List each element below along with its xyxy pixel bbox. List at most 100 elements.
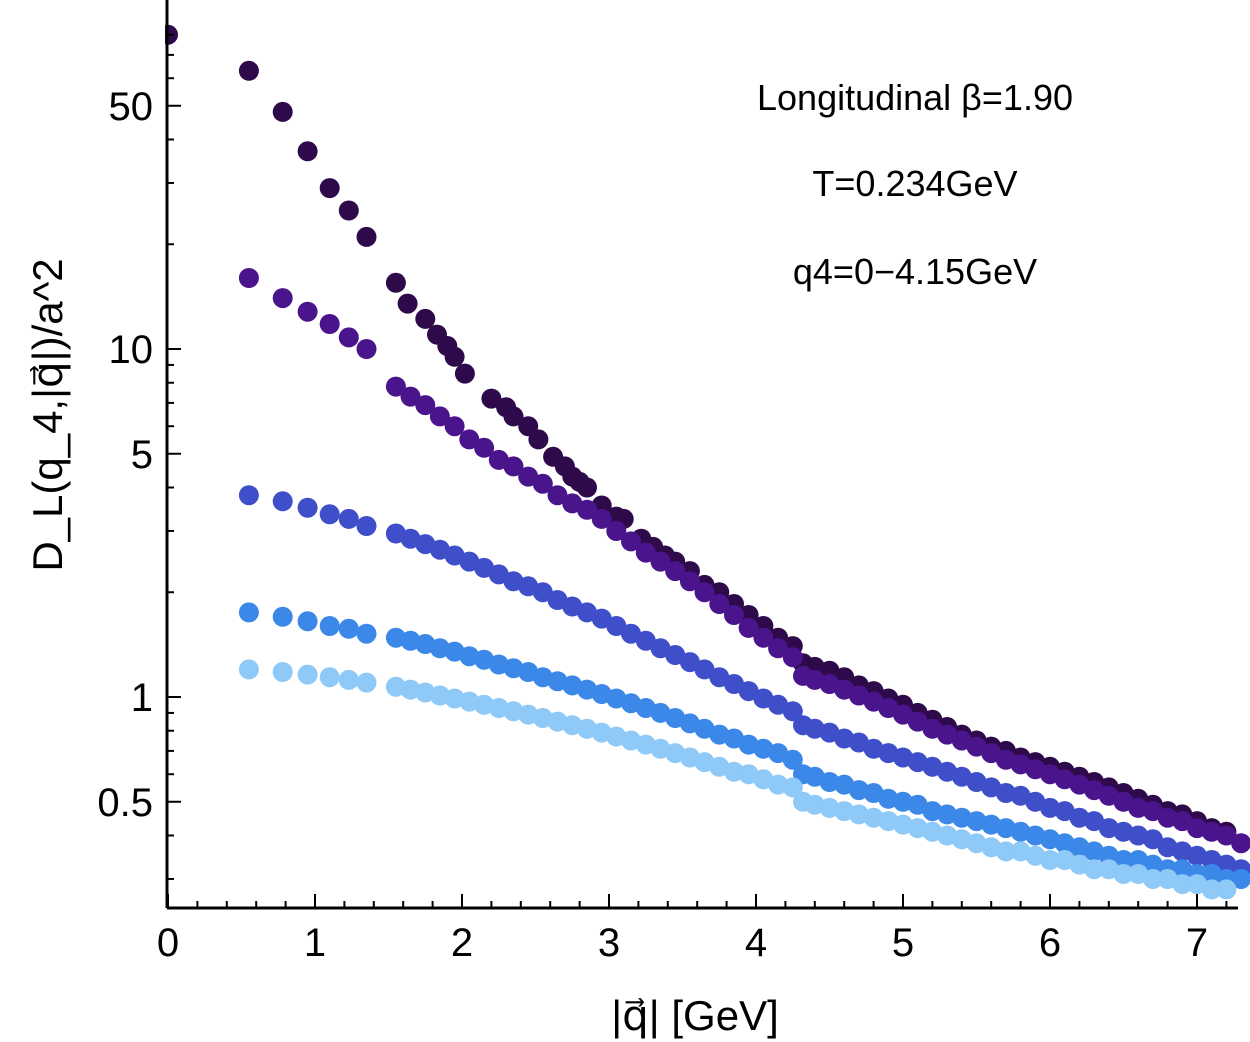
data-point-series-2 [709, 594, 730, 614]
data-point-series-2 [400, 386, 421, 407]
data-point-series-3 [621, 623, 641, 644]
data-point-series-2 [1231, 833, 1250, 854]
data-point-series-2 [459, 429, 480, 450]
data-point-series-1 [577, 477, 597, 498]
data-point-series-5 [1113, 864, 1134, 884]
data-point-series-3 [738, 681, 759, 702]
data-point-series-1 [356, 226, 377, 247]
data-point-series-1 [319, 178, 340, 199]
data-point-series-3 [272, 491, 293, 512]
data-point-series-2 [238, 268, 259, 288]
y-tick-label: 5 [131, 433, 153, 477]
data-point-series-1 [238, 60, 259, 81]
data-point-series-2 [444, 416, 465, 437]
data-point-series-2 [503, 456, 524, 477]
data-point-series-2 [415, 395, 436, 416]
x-tick-label: 0 [157, 921, 179, 965]
x-tick-label: 7 [1186, 921, 1208, 965]
data-point-series-3 [1142, 829, 1163, 850]
data-point-series-4 [782, 749, 803, 770]
left-mask [0, 0, 165, 1042]
data-point-series-2 [635, 542, 656, 563]
data-point-series-5 [319, 667, 340, 688]
data-point-series-2 [591, 508, 612, 529]
data-point-series-3 [606, 616, 627, 636]
data-point-series-4 [338, 618, 359, 639]
y-tick-label: 1 [131, 676, 153, 720]
data-point-series-2 [532, 473, 553, 494]
data-point-series-2 [474, 437, 495, 458]
x-tick-label: 5 [892, 921, 914, 965]
data-point-series-1 [503, 406, 524, 427]
data-point-series-5 [782, 777, 803, 798]
y-tick-label: 0.5 [97, 781, 153, 825]
data-point-series-2 [272, 288, 293, 309]
data-point-series-1 [454, 363, 475, 384]
data-point-series-1 [444, 346, 465, 367]
data-point-series-5 [272, 662, 293, 682]
x-tick-label: 2 [451, 921, 473, 965]
data-point-series-4 [319, 616, 340, 636]
y-tick-label: 10 [109, 328, 154, 372]
data-point-series-2 [753, 627, 774, 648]
data-point-series-5 [356, 672, 377, 693]
bottom-mask [165, 910, 1248, 1042]
data-point-series-1 [297, 141, 318, 162]
data-point-series-2 [650, 551, 671, 572]
data-point-series-5 [1142, 869, 1163, 889]
data-point-series-2 [356, 339, 377, 359]
data-point-series-3 [338, 508, 359, 529]
data-point-series-4 [297, 611, 318, 632]
data-point-series-1 [528, 429, 549, 450]
data-point-series-1 [397, 293, 418, 314]
data-point-series-5 [1172, 874, 1193, 895]
data-point-series-4 [272, 606, 293, 627]
data-point-series-2 [297, 301, 318, 322]
data-point-series-2 [338, 327, 359, 348]
x-tick-label: 4 [745, 921, 767, 965]
data-point-series-2 [319, 314, 340, 334]
data-point-series-2 [547, 485, 568, 506]
data-point-series-2 [577, 499, 597, 520]
data-point-series-2 [1216, 825, 1237, 846]
data-point-series-2 [621, 531, 641, 552]
x-tick-label: 3 [598, 921, 620, 965]
data-point-series-5 [400, 679, 421, 700]
data-point-series-2 [429, 406, 450, 427]
data-point-series-4 [356, 623, 377, 644]
data-point-series-2 [679, 571, 700, 592]
data-point-series-5 [338, 669, 359, 690]
data-point-series-1 [272, 101, 293, 122]
data-point-series-4 [1231, 869, 1250, 889]
data-point-series-1 [481, 388, 502, 409]
data-point-series-2 [694, 582, 715, 603]
y-axis-title: D_L(q_4,|q⃗|)/a^2 [24, 258, 71, 571]
data-point-series-5 [297, 664, 318, 685]
x-axis-title: |q⃗| [GeV] [611, 992, 779, 1039]
data-point-series-5 [238, 659, 259, 680]
data-point-series-3 [782, 701, 803, 722]
annotation-q4-range: q4=0−4.15GeV [793, 251, 1037, 292]
data-point-series-1 [385, 272, 406, 293]
data-point-series-3 [532, 582, 553, 603]
data-point-series-2 [738, 617, 759, 638]
data-point-series-3 [238, 485, 259, 506]
annotation-temperature: T=0.234GeV [812, 163, 1017, 204]
x-tick-label: 1 [304, 921, 326, 965]
data-point-series-3 [635, 630, 656, 651]
data-point-series-2 [768, 638, 789, 659]
data-points [158, 24, 1250, 900]
data-point-series-5 [1216, 879, 1237, 900]
data-point-series-1 [338, 200, 359, 221]
data-point-series-5 [1084, 859, 1105, 880]
data-point-series-4 [238, 602, 259, 623]
data-point-series-1 [415, 308, 436, 329]
tick-labels: 0 1 2 3 4 5 6 7 0.5 1 5 10 50 [97, 85, 1208, 965]
data-point-series-2 [385, 376, 406, 397]
data-point-series-3 [319, 504, 340, 525]
data-point-series-2 [665, 561, 686, 582]
x-tick-label: 6 [1039, 921, 1061, 965]
annotation-longitudinal: Longitudinal β=1.90 [757, 77, 1073, 118]
data-point-series-3 [356, 516, 377, 536]
